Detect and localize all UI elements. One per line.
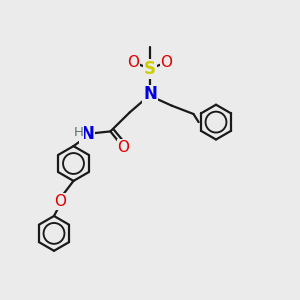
Text: S: S xyxy=(144,60,156,78)
Text: O: O xyxy=(160,55,172,70)
Text: O: O xyxy=(128,55,140,70)
Text: N: N xyxy=(80,125,94,143)
Text: O: O xyxy=(54,194,66,209)
Text: H: H xyxy=(74,126,83,140)
Text: O: O xyxy=(118,140,130,155)
Text: N: N xyxy=(143,85,157,103)
